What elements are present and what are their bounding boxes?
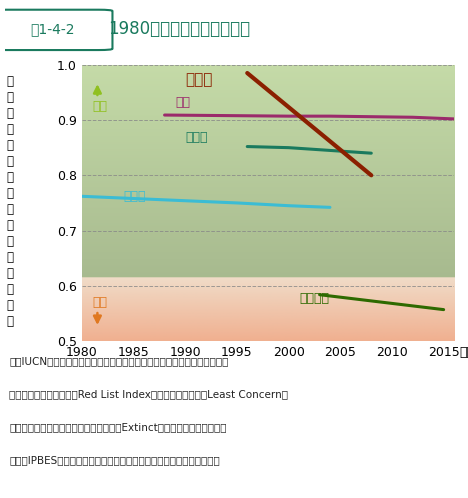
Text: 深刻: 深刻 bbox=[92, 296, 107, 309]
Text: レッドリスト指標（Red List Index）。全種が低懸念（Least Concern）: レッドリスト指標（Red List Index）。全種が低懸念（Least Co… bbox=[9, 389, 288, 399]
Text: 両生類: 両生類 bbox=[123, 190, 146, 203]
Text: 鳥類: 鳥類 bbox=[175, 96, 190, 109]
Text: 区分の場合の値が１、全種が絶滅（Extinct）区分の場合の値が０。: 区分の場合の値が１、全種が絶滅（Extinct）区分の場合の値が０。 bbox=[9, 422, 227, 432]
Text: 図1-4-2: 図1-4-2 bbox=[30, 22, 75, 36]
Text: （年）: （年） bbox=[459, 346, 468, 359]
Text: 哺乳類: 哺乳類 bbox=[185, 131, 208, 144]
Text: 資料：IPBESの地球規模評価報告書政策決定者向け要約より環境省作成: 資料：IPBESの地球規模評価報告書政策決定者向け要約より環境省作成 bbox=[9, 456, 220, 466]
Text: 1980年以降の生存種の減少: 1980年以降の生存種の減少 bbox=[108, 20, 250, 38]
Text: 種
の
生
存
に
関
す
る
レ
ッ
ド
リ
ス
ト
指
標: 種 の 生 存 に 関 す る レ ッ ド リ ス ト 指 標 bbox=[7, 75, 14, 328]
Text: 良好: 良好 bbox=[92, 100, 107, 113]
Text: ソテツ類: ソテツ類 bbox=[299, 292, 329, 305]
Text: 注：IUCNレッドリスト評価が２回以上行われた分類群の種の生存に関する: 注：IUCNレッドリスト評価が２回以上行われた分類群の種の生存に関する bbox=[9, 356, 229, 366]
Text: サンゴ: サンゴ bbox=[185, 72, 212, 87]
FancyBboxPatch shape bbox=[0, 9, 112, 50]
